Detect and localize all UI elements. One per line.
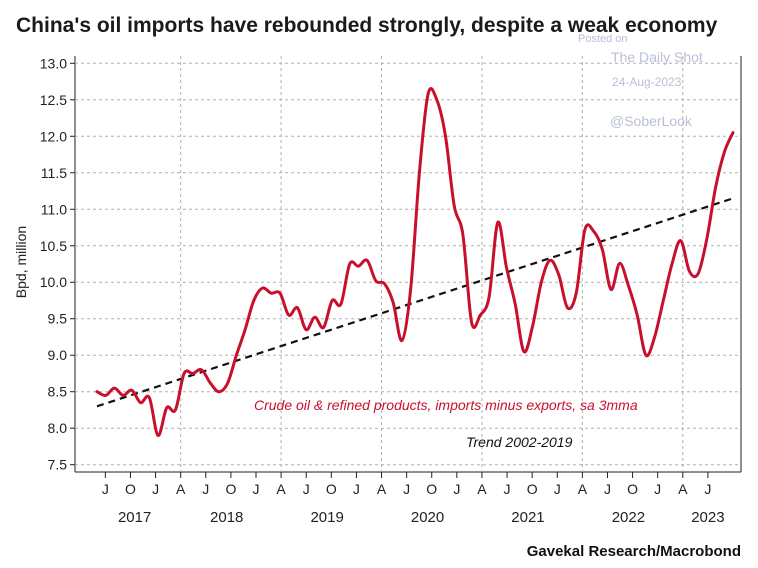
- x-tick-label: A: [276, 481, 286, 497]
- series-annotation-red: Crude oil & refined products, imports mi…: [254, 397, 638, 413]
- year-label: 2017: [118, 509, 151, 526]
- x-tick-label: J: [604, 481, 611, 497]
- x-tick-label: J: [654, 481, 661, 497]
- y-tick-label: 12.5: [40, 92, 67, 108]
- year-label: 2019: [310, 509, 343, 526]
- watermark-site: The Daily Shot: [611, 49, 703, 65]
- watermark-date: 24-Aug-2023: [612, 75, 682, 89]
- x-tick-label: A: [176, 481, 186, 497]
- y-tick-label: 12.0: [40, 128, 67, 144]
- watermark-handle: @SoberLook: [610, 113, 693, 129]
- x-tick-label: J: [353, 481, 360, 497]
- x-tick-label: A: [678, 481, 688, 497]
- x-tick-label: A: [477, 481, 487, 497]
- y-tick-label: 8.0: [48, 420, 68, 436]
- x-tick-label: O: [326, 481, 337, 497]
- x-tick-label: J: [554, 481, 561, 497]
- x-tick-label: J: [253, 481, 260, 497]
- y-tick-label: 8.5: [48, 384, 68, 400]
- year-label: 2023: [691, 509, 724, 526]
- x-tick-label: J: [303, 481, 310, 497]
- x-tick-label: A: [377, 481, 387, 497]
- y-tick-label: 9.5: [48, 311, 68, 327]
- x-tick-label: O: [426, 481, 437, 497]
- y-tick-label: 11.0: [41, 201, 67, 217]
- x-tick-label: J: [152, 481, 159, 497]
- y-tick-label: 7.5: [48, 457, 68, 473]
- x-tick-label: J: [453, 481, 460, 497]
- watermark: Posted on The Daily Shot 24-Aug-2023 @So…: [578, 33, 703, 129]
- y-tick-label: 11.5: [41, 165, 67, 181]
- x-tick-label: J: [102, 481, 109, 497]
- x-tick-label: J: [504, 481, 511, 497]
- x-tick-label: O: [125, 481, 136, 497]
- plot-area: [74, 56, 742, 473]
- x-tick-label: J: [704, 481, 711, 497]
- year-label: 2018: [210, 509, 243, 526]
- y-tick-label: 13.0: [40, 55, 67, 71]
- x-tick-label: A: [578, 481, 588, 497]
- y-tick-label: 10.0: [40, 274, 67, 290]
- oil-imports-line: [95, 87, 735, 438]
- year-label: 2021: [511, 509, 544, 526]
- year-label: 2022: [612, 509, 645, 526]
- x-tick-label: O: [225, 481, 236, 497]
- y-tick-label: 10.5: [40, 238, 67, 254]
- x-tick-label: J: [403, 481, 410, 497]
- x-tick-label: O: [527, 481, 538, 497]
- year-label: 2020: [411, 509, 444, 526]
- watermark-posted-on: Posted on: [578, 33, 628, 45]
- x-tick-label: O: [627, 481, 638, 497]
- x-tick-label: J: [202, 481, 209, 497]
- y-axis-label: Bpd, million: [13, 226, 29, 298]
- chart-title: China's oil imports have rebounded stron…: [16, 14, 718, 37]
- source-credit: Gavekal Research/Macrobond: [527, 543, 741, 560]
- trend-annotation: Trend 2002-2019: [466, 434, 573, 450]
- y-tick-label: 9.0: [48, 347, 68, 363]
